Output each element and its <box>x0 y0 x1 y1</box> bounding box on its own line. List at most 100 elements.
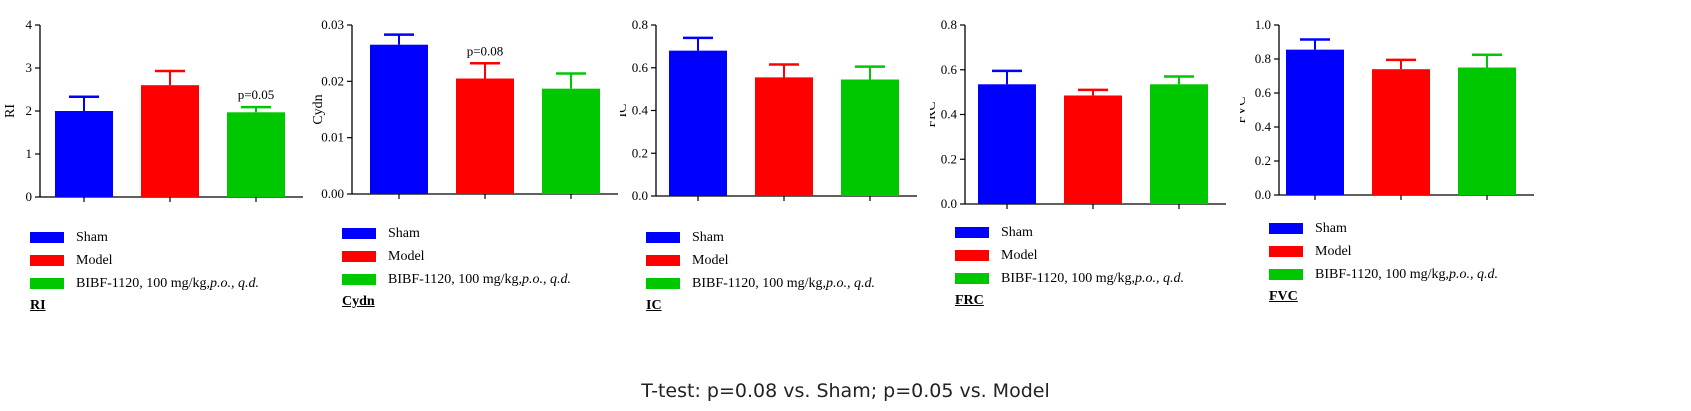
panel-title: IC <box>646 298 662 313</box>
legend-item: Model <box>30 249 259 272</box>
chart-svg: 0.00 0.01 0.02 0.03 Cydn p=0.08 <box>311 17 618 201</box>
legend-label: BIBF-1120, 100 mg/kg, <box>388 271 523 287</box>
chart-panel-fvc: 0.0 0.2 0.4 0.6 0.8 1.0 FVC Sham Model BIBF-1120,… <box>1240 0 1570 345</box>
legend-swatch <box>30 232 64 243</box>
chart-panel-cydn: 0.00 0.01 0.02 0.03 Cydn p=0.08 Sham Model BIBF-… <box>310 0 640 345</box>
y-tick-label: 0.8 <box>941 17 957 32</box>
charts-row: 0 1 2 3 4 RI p=0.05 Sham Model BIBF-1120, 100 mg/… <box>0 0 1570 345</box>
bar <box>370 44 428 194</box>
legend-label: Model <box>1001 247 1038 263</box>
y-tick-label: 0.6 <box>941 62 958 77</box>
legend-swatch <box>342 274 376 285</box>
legend-label: Sham <box>76 229 108 245</box>
legend-label: Model <box>76 252 113 268</box>
y-tick-label: 0.00 <box>321 186 344 201</box>
y-tick-label: 0 <box>26 189 33 204</box>
bar <box>978 84 1036 204</box>
chart-svg: 0.0 0.2 0.4 0.6 0.8 1.0 FVC <box>1240 17 1534 202</box>
panel-title: RI <box>30 298 46 313</box>
legend-label: BIBF-1120, 100 mg/kg, <box>1315 266 1450 282</box>
panel-title: FVC <box>1269 289 1298 304</box>
legend-item: BIBF-1120, 100 mg/kg, p.o., q.d. <box>30 272 259 295</box>
legend-item: BIBF-1120, 100 mg/kg, p.o., q.d. <box>1269 263 1498 286</box>
legend-label: Model <box>692 252 729 268</box>
legend-label: Sham <box>1315 220 1347 236</box>
y-tick-label: 0.03 <box>321 17 344 32</box>
legend-label: BIBF-1120, 100 mg/kg, <box>76 275 211 291</box>
chart-panel-ic: 0.0 0.2 0.4 0.6 0.8 IC Sham Model BIBF-1120, 100… <box>620 0 950 345</box>
y-tick-label: 0.4 <box>632 103 649 118</box>
y-tick-label: 0.6 <box>632 60 649 75</box>
chart-panel-ri: 0 1 2 3 4 RI p=0.05 Sham Model BIBF-1120, 100 mg/… <box>0 0 330 345</box>
y-tick-label: 0.8 <box>632 17 648 32</box>
legend-item: BIBF-1120, 100 mg/kg, p.o., q.d. <box>646 272 875 295</box>
legend-item: Sham <box>342 222 571 245</box>
bar <box>1150 84 1208 204</box>
legend-item: Sham <box>1269 217 1498 240</box>
legend-swatch <box>646 255 680 266</box>
legend-label-italic: p.o., q.d. <box>826 275 876 291</box>
bar <box>1286 49 1344 196</box>
p-value-annotation: p=0.05 <box>238 87 275 102</box>
legend-label: BIBF-1120, 100 mg/kg, <box>692 275 827 291</box>
bar <box>1458 67 1516 195</box>
y-axis-label: FVC <box>1240 96 1249 123</box>
y-axis-label: RI <box>3 104 18 118</box>
legend-swatch <box>955 273 989 284</box>
legend: Sham Model BIBF-1120, 100 mg/kg, p.o., q.d… <box>342 222 571 291</box>
y-tick-label: 0.6 <box>1255 85 1272 100</box>
footnote: T-test: p=0.08 vs. Sham; p=0.05 vs. Mode… <box>641 380 1050 402</box>
legend-label: Model <box>1315 243 1352 259</box>
bar <box>669 50 727 197</box>
legend-swatch <box>1269 246 1303 257</box>
p-value-annotation: p=0.08 <box>467 43 504 58</box>
legend-item: Model <box>646 249 875 272</box>
y-tick-label: 0.4 <box>941 107 958 122</box>
legend-swatch <box>30 255 64 266</box>
bar <box>1372 69 1430 195</box>
y-tick-label: 4 <box>26 17 33 32</box>
legend-swatch <box>955 250 989 261</box>
y-axis-label: IC <box>620 104 630 118</box>
legend-item: BIBF-1120, 100 mg/kg, p.o., q.d. <box>955 267 1184 290</box>
chart-svg: 0 1 2 3 4 RI p=0.05 <box>3 17 303 204</box>
legend-label-italic: p.o., q.d. <box>1449 266 1499 282</box>
panel-title: Cydn <box>342 294 375 309</box>
legend-swatch <box>342 228 376 239</box>
panel-title: FRC <box>955 293 984 308</box>
chart-panel-frc: 0.0 0.2 0.4 0.6 0.8 FRC Sham Model BIBF-1120, 10… <box>930 0 1260 345</box>
legend-item: Model <box>342 245 571 268</box>
bar <box>55 111 113 197</box>
y-tick-label: 3 <box>26 60 33 75</box>
legend-label: Sham <box>388 225 420 241</box>
bar <box>456 78 514 194</box>
bar <box>1064 95 1122 204</box>
y-tick-label: 0.0 <box>941 196 957 211</box>
bar <box>141 85 199 197</box>
y-tick-label: 1.0 <box>1255 17 1271 32</box>
legend-item: Sham <box>30 226 259 249</box>
legend-label-italic: p.o., q.d. <box>522 271 572 287</box>
y-tick-label: 0.02 <box>321 73 344 88</box>
y-axis-label: FRC <box>930 101 939 127</box>
legend-swatch <box>342 251 376 262</box>
legend-label: Sham <box>1001 224 1033 240</box>
chart-svg: 0.0 0.2 0.4 0.6 0.8 IC <box>620 17 917 203</box>
y-tick-label: 0.2 <box>1255 153 1271 168</box>
legend-swatch <box>646 278 680 289</box>
y-tick-label: 0.4 <box>1255 119 1272 134</box>
y-tick-label: 0.2 <box>941 151 957 166</box>
legend-item: BIBF-1120, 100 mg/kg, p.o., q.d. <box>342 268 571 291</box>
y-tick-label: 2 <box>26 103 33 118</box>
y-tick-label: 0.01 <box>321 130 344 145</box>
legend-swatch <box>1269 269 1303 280</box>
bar <box>227 112 285 197</box>
legend-swatch <box>1269 223 1303 234</box>
y-tick-label: 0.2 <box>632 145 648 160</box>
legend: Sham Model BIBF-1120, 100 mg/kg, p.o., q.d… <box>646 226 875 295</box>
legend-label-italic: p.o., q.d. <box>1135 270 1185 286</box>
legend-swatch <box>646 232 680 243</box>
y-tick-label: 0.0 <box>1255 187 1271 202</box>
y-tick-label: 0.8 <box>1255 51 1271 66</box>
y-axis-label: Cydn <box>311 94 326 124</box>
